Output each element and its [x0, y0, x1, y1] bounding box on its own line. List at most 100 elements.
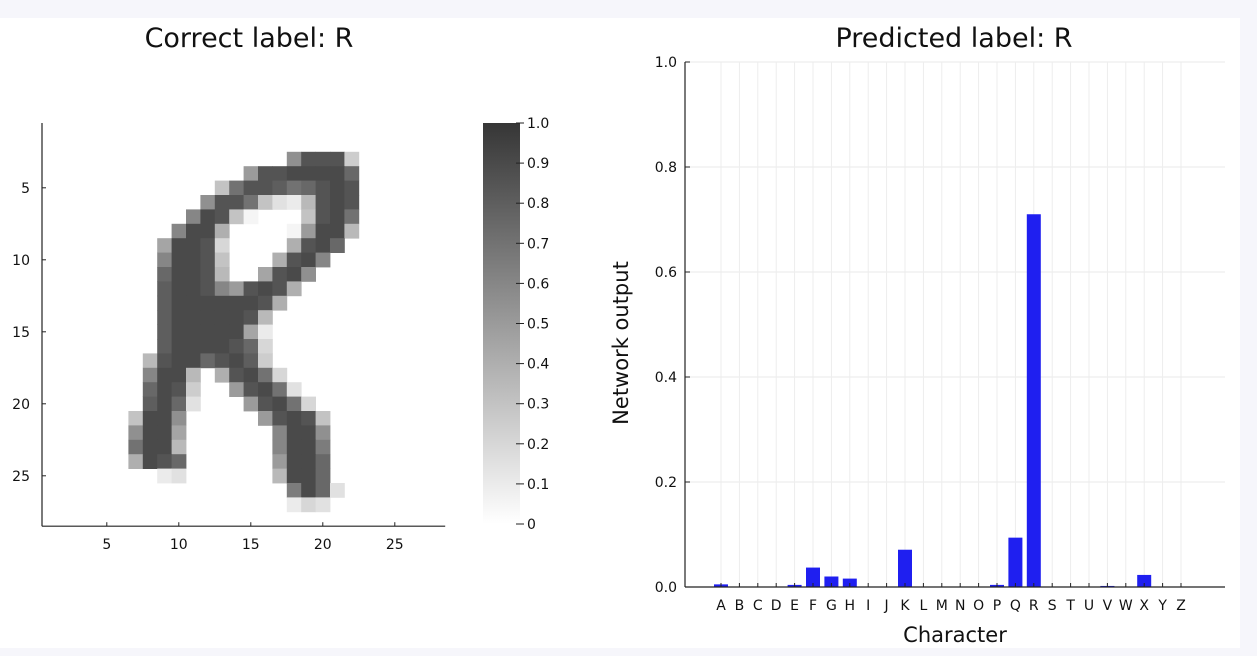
heatmap-cell	[171, 454, 187, 469]
heatmap-cell	[243, 180, 259, 196]
heatmap-cell	[142, 454, 158, 469]
heatmap-cell	[258, 396, 273, 412]
bar-x-tick-label: T	[1065, 598, 1075, 614]
heatmap-cell	[286, 180, 302, 196]
heatmap-cell	[301, 238, 316, 253]
bar-x-axis-title: Character	[903, 623, 1007, 647]
heatmap-cell	[214, 310, 230, 325]
heatmap-cell	[171, 411, 187, 426]
heatmap-cell	[286, 195, 302, 210]
bar-panel: Predicted label: R 0.00.20.40.60.81.0A B C…	[609, 23, 1225, 647]
heatmap-cell	[315, 195, 331, 210]
heatmap-cell	[157, 411, 172, 426]
heatmap-cell	[243, 396, 259, 412]
heatmap-cell	[301, 209, 316, 225]
heatmap-cell	[301, 195, 316, 210]
heatmap-cell	[157, 324, 172, 340]
heatmap-cell	[171, 439, 187, 455]
heatmap-cell	[315, 425, 331, 441]
heatmap-cell	[301, 411, 316, 426]
heatmap-cell	[272, 439, 288, 455]
colorbar-tick-label: 0.7	[527, 236, 549, 252]
heatmap-cell	[272, 267, 288, 282]
heatmap-cell	[186, 238, 201, 253]
heatmap-cell	[229, 367, 244, 383]
heatmap-cell	[157, 439, 172, 455]
colorbar-tick-label: 1.0	[527, 116, 549, 132]
heatmap-cell	[186, 209, 201, 225]
heatmap-cell	[286, 238, 302, 253]
bar-x-tick-label: R	[1029, 598, 1039, 614]
heatmap-cell	[229, 339, 244, 354]
heatmap-cell	[157, 353, 172, 369]
heatmap-cell	[171, 238, 187, 253]
heatmap-cell	[272, 252, 288, 268]
heatmap-cell	[142, 411, 158, 426]
heatmap-cell	[301, 468, 316, 484]
heatmap-cell	[301, 439, 316, 455]
heatmap-cell	[272, 295, 288, 311]
bar-x-tick-label: N	[955, 598, 965, 614]
bar-x-tick-label: E	[790, 598, 799, 614]
heatmap-cell	[344, 166, 360, 181]
heatmap-cell	[186, 310, 201, 325]
heatmap-cell	[157, 267, 172, 282]
heatmap-cell	[315, 411, 331, 426]
heatmap-cell	[258, 180, 273, 196]
bar-y-tick-label: 0.2	[655, 475, 677, 491]
bar-axes: 0.0 0.2 0.4 0.6 0.8 1.0 A B C D E F G H I J K L M N O P Q R S T U V…	[655, 55, 1225, 614]
heatmap-cell	[142, 353, 158, 369]
heatmap-cell	[157, 310, 172, 325]
bar-x-tick-label: V	[1103, 598, 1113, 614]
heatmap-cell	[171, 223, 187, 239]
heatmap-cell	[315, 252, 331, 268]
bar-x-tick-label: M	[936, 598, 948, 614]
heatmap-cell	[186, 281, 201, 297]
heatmap-cell	[286, 396, 302, 412]
bar-x-tick-label: S	[1048, 598, 1057, 614]
bar-y-tick-label: 0.6	[655, 265, 677, 281]
heatmap-panel: Correct label: R 5 10 15 20 25 5 10 15 20 25 1.0 0…	[12, 23, 549, 553]
colorbar-tick-label: 0.9	[527, 156, 549, 172]
heatmap-cell	[330, 223, 345, 239]
heatmap-cell	[186, 353, 201, 369]
heatmap-cell	[142, 367, 158, 383]
heatmap-cell	[214, 324, 230, 340]
bar-X	[1137, 574, 1152, 587]
heatmap-cell	[272, 195, 288, 210]
heatmap-cell	[243, 339, 259, 354]
heatmap-x-tick-label: 10	[170, 537, 188, 553]
heatmap-cell	[229, 310, 244, 325]
heatmap-cell	[243, 209, 259, 225]
heatmap-cell	[128, 439, 144, 455]
heatmap-cell	[286, 281, 302, 297]
heatmap-cells	[128, 151, 360, 513]
bar-x-tick-label: G	[826, 598, 837, 614]
heatmap-cell	[272, 382, 288, 397]
heatmap-cell	[272, 454, 288, 469]
heatmap-cell	[330, 483, 345, 498]
bar-x-tick-label: B	[735, 598, 745, 614]
heatmap-cell	[258, 166, 273, 181]
heatmap-cell	[243, 295, 259, 311]
heatmap-cell	[315, 166, 331, 181]
heatmap-cell	[229, 195, 244, 210]
heatmap-cell	[286, 223, 302, 239]
bar-x-tick-label: U	[1084, 598, 1094, 614]
heatmap-x-tick-label: 15	[242, 537, 260, 553]
bar-y-axis-title: Network output	[609, 261, 633, 425]
bar-H	[842, 578, 857, 587]
figure: Correct label: R 5 10 15 20 25 5 10 15 20 25 1.0 0…	[0, 18, 1240, 648]
heatmap-cell	[186, 339, 201, 354]
heatmap-cell	[272, 411, 288, 426]
bar-x-tick-label: K	[900, 598, 910, 614]
heatmap-cell	[157, 367, 172, 383]
heatmap-cell	[186, 324, 201, 340]
heatmap-cell	[229, 353, 244, 369]
heatmap-cell	[200, 339, 216, 354]
heatmap-cell	[171, 396, 187, 412]
heatmap-x-tick-label: 25	[386, 537, 404, 553]
heatmap-cell	[272, 180, 288, 196]
heatmap-cell	[128, 454, 144, 469]
heatmap-cell	[200, 238, 216, 253]
